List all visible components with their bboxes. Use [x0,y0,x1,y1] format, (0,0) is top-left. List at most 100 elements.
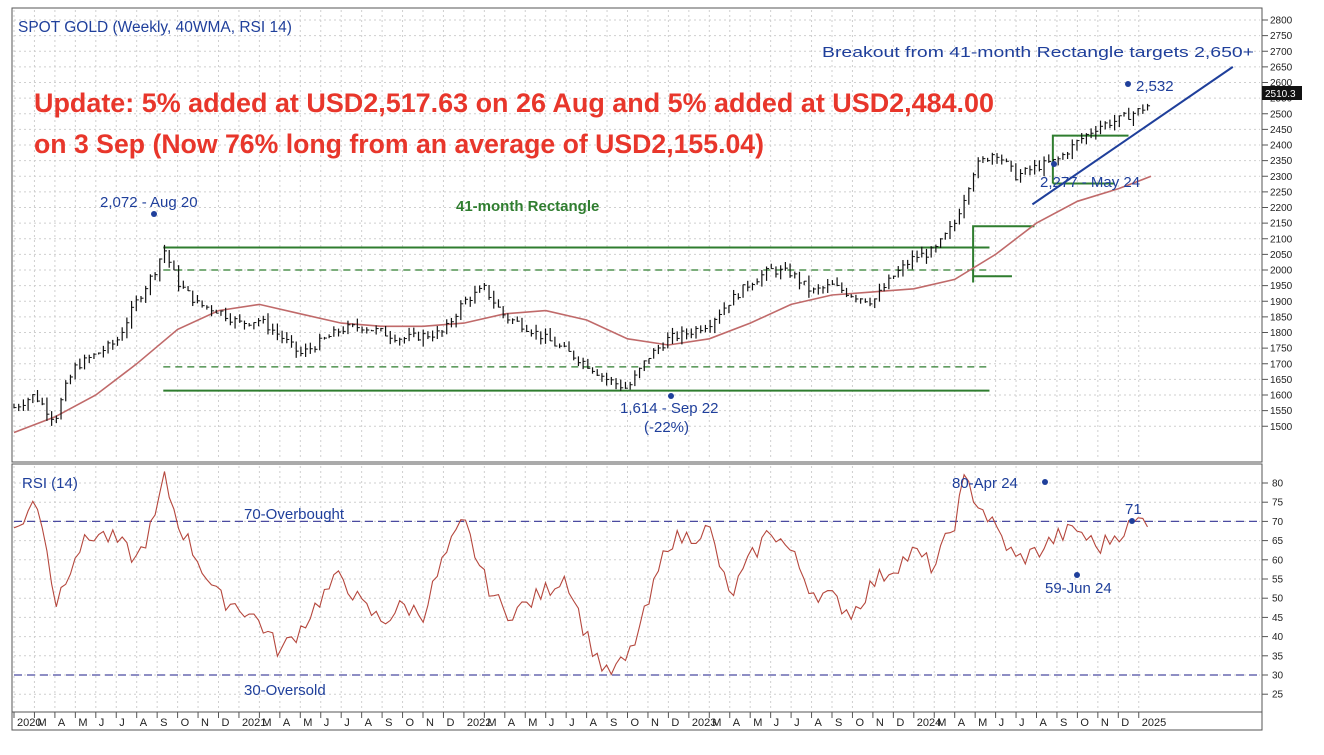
rsi-line [13,471,1148,676]
price-y-tick-label: 1600 [1270,391,1293,402]
x-axis-label: J [1019,717,1025,729]
x-axis-label: A [1040,717,1048,729]
marker-recent-high [1125,81,1131,87]
rsi-trough-label: 59-Jun 24 [1045,580,1112,597]
x-axis-label: J [344,717,350,729]
x-axis-label: 2025 [1142,717,1166,729]
x-axis-label: M [937,717,946,729]
x-axis-label: N [426,717,434,729]
x-axis-label: J [324,717,330,729]
rsi-y-tick-label: 70 [1272,517,1284,528]
x-axis-label: J [549,717,555,729]
price-chart-title: SPOT GOLD (Weekly, 40WMA, RSI 14) [18,19,292,36]
price-y-tick-label: 2700 [1270,47,1293,58]
x-axis-label: D [1121,717,1129,729]
x-axis-label: N [876,717,884,729]
price-y-tick-label: 2150 [1270,219,1293,230]
annotation-low-2024: 2,277 - May 24 [1040,174,1140,191]
price-y-tick-label: 2350 [1270,156,1293,167]
price-y-tick-label: 2600 [1270,78,1293,89]
x-axis-label: M [712,717,721,729]
x-axis-label: 2023 [692,717,716,729]
annotation-high-2020: 2,072 - Aug 20 [100,194,198,211]
overbought-label: 70-Overbought [244,506,345,523]
x-axis-label: M [753,717,762,729]
ma-layer [13,175,1152,434]
rsi-layer [13,471,1148,676]
price-y-tick-label: 2400 [1270,141,1293,152]
x-axis-label: A [958,717,966,729]
annotation-recent-high: 2,532 [1136,78,1174,95]
rsi-last-marker [1129,518,1135,524]
rsi-y-tick-label: 25 [1272,690,1284,701]
x-axis-label: A [140,717,148,729]
price-y-tick-label: 2750 [1270,31,1293,42]
x-axis-label: M [978,717,987,729]
marker-low-2022 [668,393,674,399]
last-price-badge-text: 2510.3 [1265,89,1296,100]
x-axis-label: J [99,717,105,729]
price-y-tick-label: 2500 [1270,109,1293,120]
annotation-low-pct: (-22%) [644,419,689,436]
rsi-y-tick-label: 55 [1272,575,1284,586]
rsi-y-tick-label: 65 [1272,536,1284,547]
rsi-y-tick-label: 80 [1272,479,1284,490]
breakout-step-line [972,225,1035,283]
breakout-label: Breakout from 41-month Rectangle targets… [822,44,1254,61]
grid-layer [13,10,1260,710]
rectangle-label: 41-month Rectangle [456,198,599,215]
price-bars [13,103,1151,426]
x-axis-label: 2020 [17,717,41,729]
x-axis-label: D [222,717,230,729]
price-y-tick-label: 2800 [1270,16,1293,27]
rsi-y-tick-label: 35 [1272,651,1284,662]
price-y-tick-label: 2200 [1270,203,1293,214]
rsi-y-tick-label: 30 [1272,671,1284,682]
x-axis-label: M [528,717,537,729]
x-axis-label: S [385,717,392,729]
x-axis-label: A [815,717,823,729]
rsi-peak-label: 80-Apr 24 [952,475,1018,492]
x-axis-label: J [794,717,800,729]
x-axis-label: O [406,717,415,729]
x-axis-label: A [283,717,291,729]
rsi-title: RSI (14) [22,475,78,492]
oversold-label: 30-Oversold [244,682,326,699]
x-axis-label: 2021 [242,717,266,729]
x-axis-band [11,711,1263,731]
x-axis-label: A [365,717,373,729]
price-y-tick-label: 2100 [1270,234,1293,245]
x-axis-label: J [119,717,125,729]
price-y-tick-label: 2250 [1270,187,1293,198]
x-axis-label: O [181,717,190,729]
price-y-tick-label: 1700 [1270,359,1293,370]
price-y-tick-label: 2050 [1270,250,1293,261]
rsi-panel-frame [11,463,1263,713]
ma-40w-line [13,175,1152,434]
update-text-line-2: on 3 Sep (Now 76% long from an average o… [34,129,764,159]
price-y-tick-label: 2450 [1270,125,1293,136]
x-axis-label: 2022 [467,717,491,729]
target-trend-line [1031,66,1234,206]
x-axis-label: M [262,717,271,729]
x-axis-label: N [1101,717,1109,729]
annotation-low-2022: 1,614 - Sep 22 [620,400,718,417]
rsi-peak-marker [1042,479,1048,485]
rsi-y-tick-label: 50 [1272,594,1284,605]
last-price-badge: 2510.3 [1262,86,1302,100]
x-axis-label: N [201,717,209,729]
price-y-tick-label: 1750 [1270,344,1293,355]
x-axis-label: D [896,717,904,729]
price-y-tick-label: 1950 [1270,281,1293,292]
marker-high-2020 [151,211,157,217]
x-axis-label: 2024 [917,717,941,729]
x-axis-label: M [78,717,87,729]
price-y-tick-label: 2650 [1270,62,1293,73]
price-y-tick-label: 1550 [1270,406,1293,417]
x-axis-label: S [1060,717,1067,729]
price-y-tick-label: 1650 [1270,375,1293,386]
x-axis-label: O [1080,717,1089,729]
